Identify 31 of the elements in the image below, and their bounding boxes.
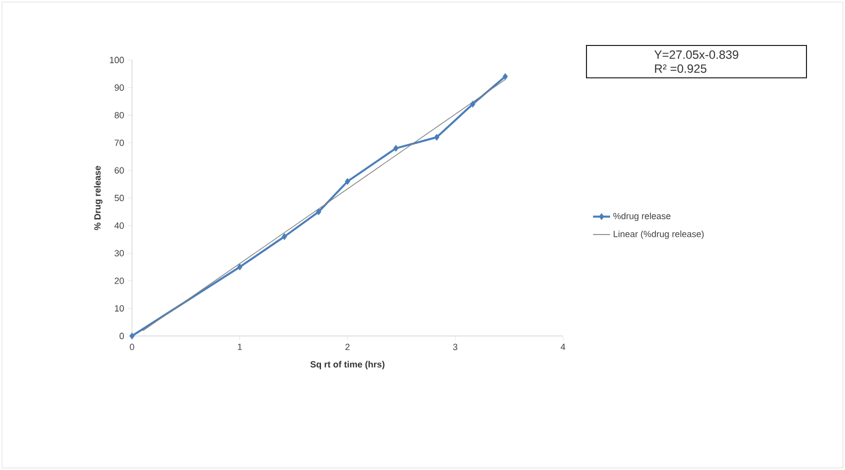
y-tick-label: 20 <box>114 278 124 284</box>
y-tick-label: 0 <box>120 332 124 340</box>
point <box>344 178 350 185</box>
y-tick-label: 90 <box>114 84 124 91</box>
point <box>393 144 399 152</box>
point <box>129 332 135 340</box>
y-tick-label: 10 <box>114 305 124 312</box>
y-tick-label: 60 <box>114 167 124 174</box>
x-tick-label: 3 <box>453 344 458 350</box>
point <box>282 233 288 240</box>
y-tick-label: 50 <box>114 194 124 202</box>
text: Y=27.05x-0.839 <box>654 50 738 59</box>
y-tick-label: 70 <box>114 140 124 146</box>
x-tick-label: 4 <box>560 344 566 350</box>
point <box>434 134 440 141</box>
point <box>502 73 508 80</box>
y-axis-title: % Drug release <box>94 166 102 230</box>
point <box>316 208 322 216</box>
x-tick-label: 2 <box>345 344 350 350</box>
legend-label: Linear (%drug release) <box>614 230 704 239</box>
y-tick-label: 80 <box>114 112 124 118</box>
y-tick-label: 100 <box>110 56 124 64</box>
x-tick-label: 1 <box>238 344 242 350</box>
point <box>237 264 242 270</box>
x-axis-title: Sq rt of time (hrs) <box>310 360 384 370</box>
x-tick-label: 0 <box>130 344 134 350</box>
point <box>470 100 476 108</box>
legend-label: %drug release <box>613 212 670 221</box>
y-tick-label: 40 <box>114 222 124 229</box>
y-tick-label: 30 <box>114 250 124 256</box>
text: R² =0.925 <box>655 64 706 73</box>
